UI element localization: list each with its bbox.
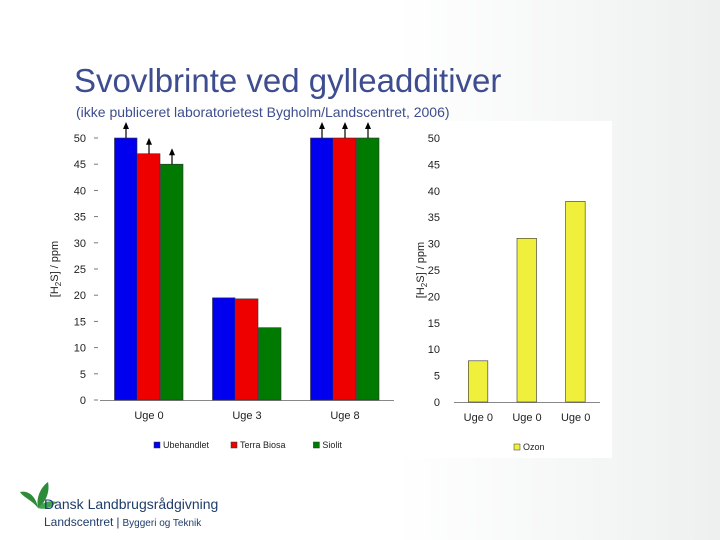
overflow-arrow-icon <box>169 148 175 156</box>
bar <box>235 298 259 401</box>
bar <box>468 360 489 403</box>
y-tick-label: 5 <box>80 369 86 381</box>
y-tick-label: 30 <box>74 238 86 250</box>
y-tick-label: 10 <box>74 343 86 355</box>
y-tick-label: 0 <box>80 395 86 407</box>
y-tick-label: 10 <box>428 344 440 356</box>
y-tick-label: 5 <box>434 371 440 383</box>
y-tick-label: 50 <box>74 133 86 145</box>
slide-subtitle: (ikke publiceret laboratorietest Bygholm… <box>76 104 450 120</box>
y-axis-label: [H2S] / ppm <box>415 242 429 298</box>
y-tick-label: 15 <box>428 318 440 330</box>
bar <box>160 163 184 401</box>
x-tick-label: Uge 0 <box>512 412 541 424</box>
y-tick-label: 25 <box>74 264 86 276</box>
y-tick-label: 25 <box>428 265 440 277</box>
org-subline: Landscentret | Byggeri og Teknik <box>44 515 201 529</box>
legend-swatch <box>230 441 238 449</box>
chart-right: 0 5 10 15 20 25 30 35 40 45 50 [H2S] / ppm Uge 0 Uge … <box>415 133 600 452</box>
y-tick-label: 40 <box>74 185 86 197</box>
overflow-arrow-icon <box>146 137 152 145</box>
bar <box>137 153 161 401</box>
bar <box>310 137 334 401</box>
x-tick-label: Uge 0 <box>561 412 590 424</box>
bar <box>333 137 357 401</box>
overflow-arrow-icon <box>319 122 325 129</box>
y-tick-label: 20 <box>428 291 440 303</box>
org-subline-department: Byggeri og Teknik <box>122 518 202 529</box>
overflow-arrow-icon <box>123 122 129 129</box>
overflow-arrow-icon <box>342 122 348 129</box>
chart-right-panel: 0 5 10 15 20 25 30 35 40 45 50 [H2S] / ppm Uge 0 Uge … <box>404 121 612 458</box>
legend-swatch <box>513 443 521 451</box>
org-name: Dansk Landbrugsrådgivning <box>44 496 219 512</box>
y-tick-label: 45 <box>428 159 440 171</box>
bar <box>516 238 537 403</box>
x-tick-label: Uge 0 <box>464 412 493 424</box>
bar <box>356 137 380 401</box>
legend-label: Ubehandlet <box>163 440 210 450</box>
y-tick-label: 35 <box>428 212 440 224</box>
legend-label: Siolit <box>322 440 342 450</box>
legend-swatch <box>153 441 161 449</box>
bar <box>258 327 282 401</box>
y-tick-label: 35 <box>74 212 86 224</box>
x-tick-label: Uge 8 <box>330 410 359 422</box>
chart-left: 0 5 10 15 20 25 30 35 40 45 50 [H2S] / ppm Uge 0 Uge … <box>49 122 394 450</box>
y-tick-label: 40 <box>428 186 440 198</box>
legend-swatch <box>313 441 320 449</box>
bar <box>212 297 236 401</box>
y-tick-label: 30 <box>428 239 440 251</box>
y-tick-label: 0 <box>434 397 440 409</box>
x-tick-label: Uge 3 <box>232 410 261 422</box>
y-axis-label: [H2S] / ppm <box>49 241 63 297</box>
overflow-arrow-icon <box>365 122 371 129</box>
legend-label: Ozon <box>523 442 545 452</box>
chart-left-panel: 0 5 10 15 20 25 30 35 40 45 50 [H2S] / ppm Uge 0 Uge … <box>34 121 400 458</box>
legend-label: Terra Biosa <box>240 440 286 450</box>
org-subline-main: Landscentret <box>44 515 114 529</box>
bar <box>114 137 138 401</box>
slide-title: Svovlbrinte ved gylleadditiver <box>74 62 502 99</box>
y-tick-label: 45 <box>74 159 86 171</box>
bar <box>565 201 586 403</box>
logo-leaf-icon <box>20 482 56 509</box>
y-tick-label: 20 <box>74 290 86 302</box>
y-tick-label: 15 <box>74 316 86 328</box>
x-tick-label: Uge 0 <box>134 410 163 422</box>
org-subline-separator: | <box>116 515 120 529</box>
y-tick-label: 50 <box>428 133 440 145</box>
